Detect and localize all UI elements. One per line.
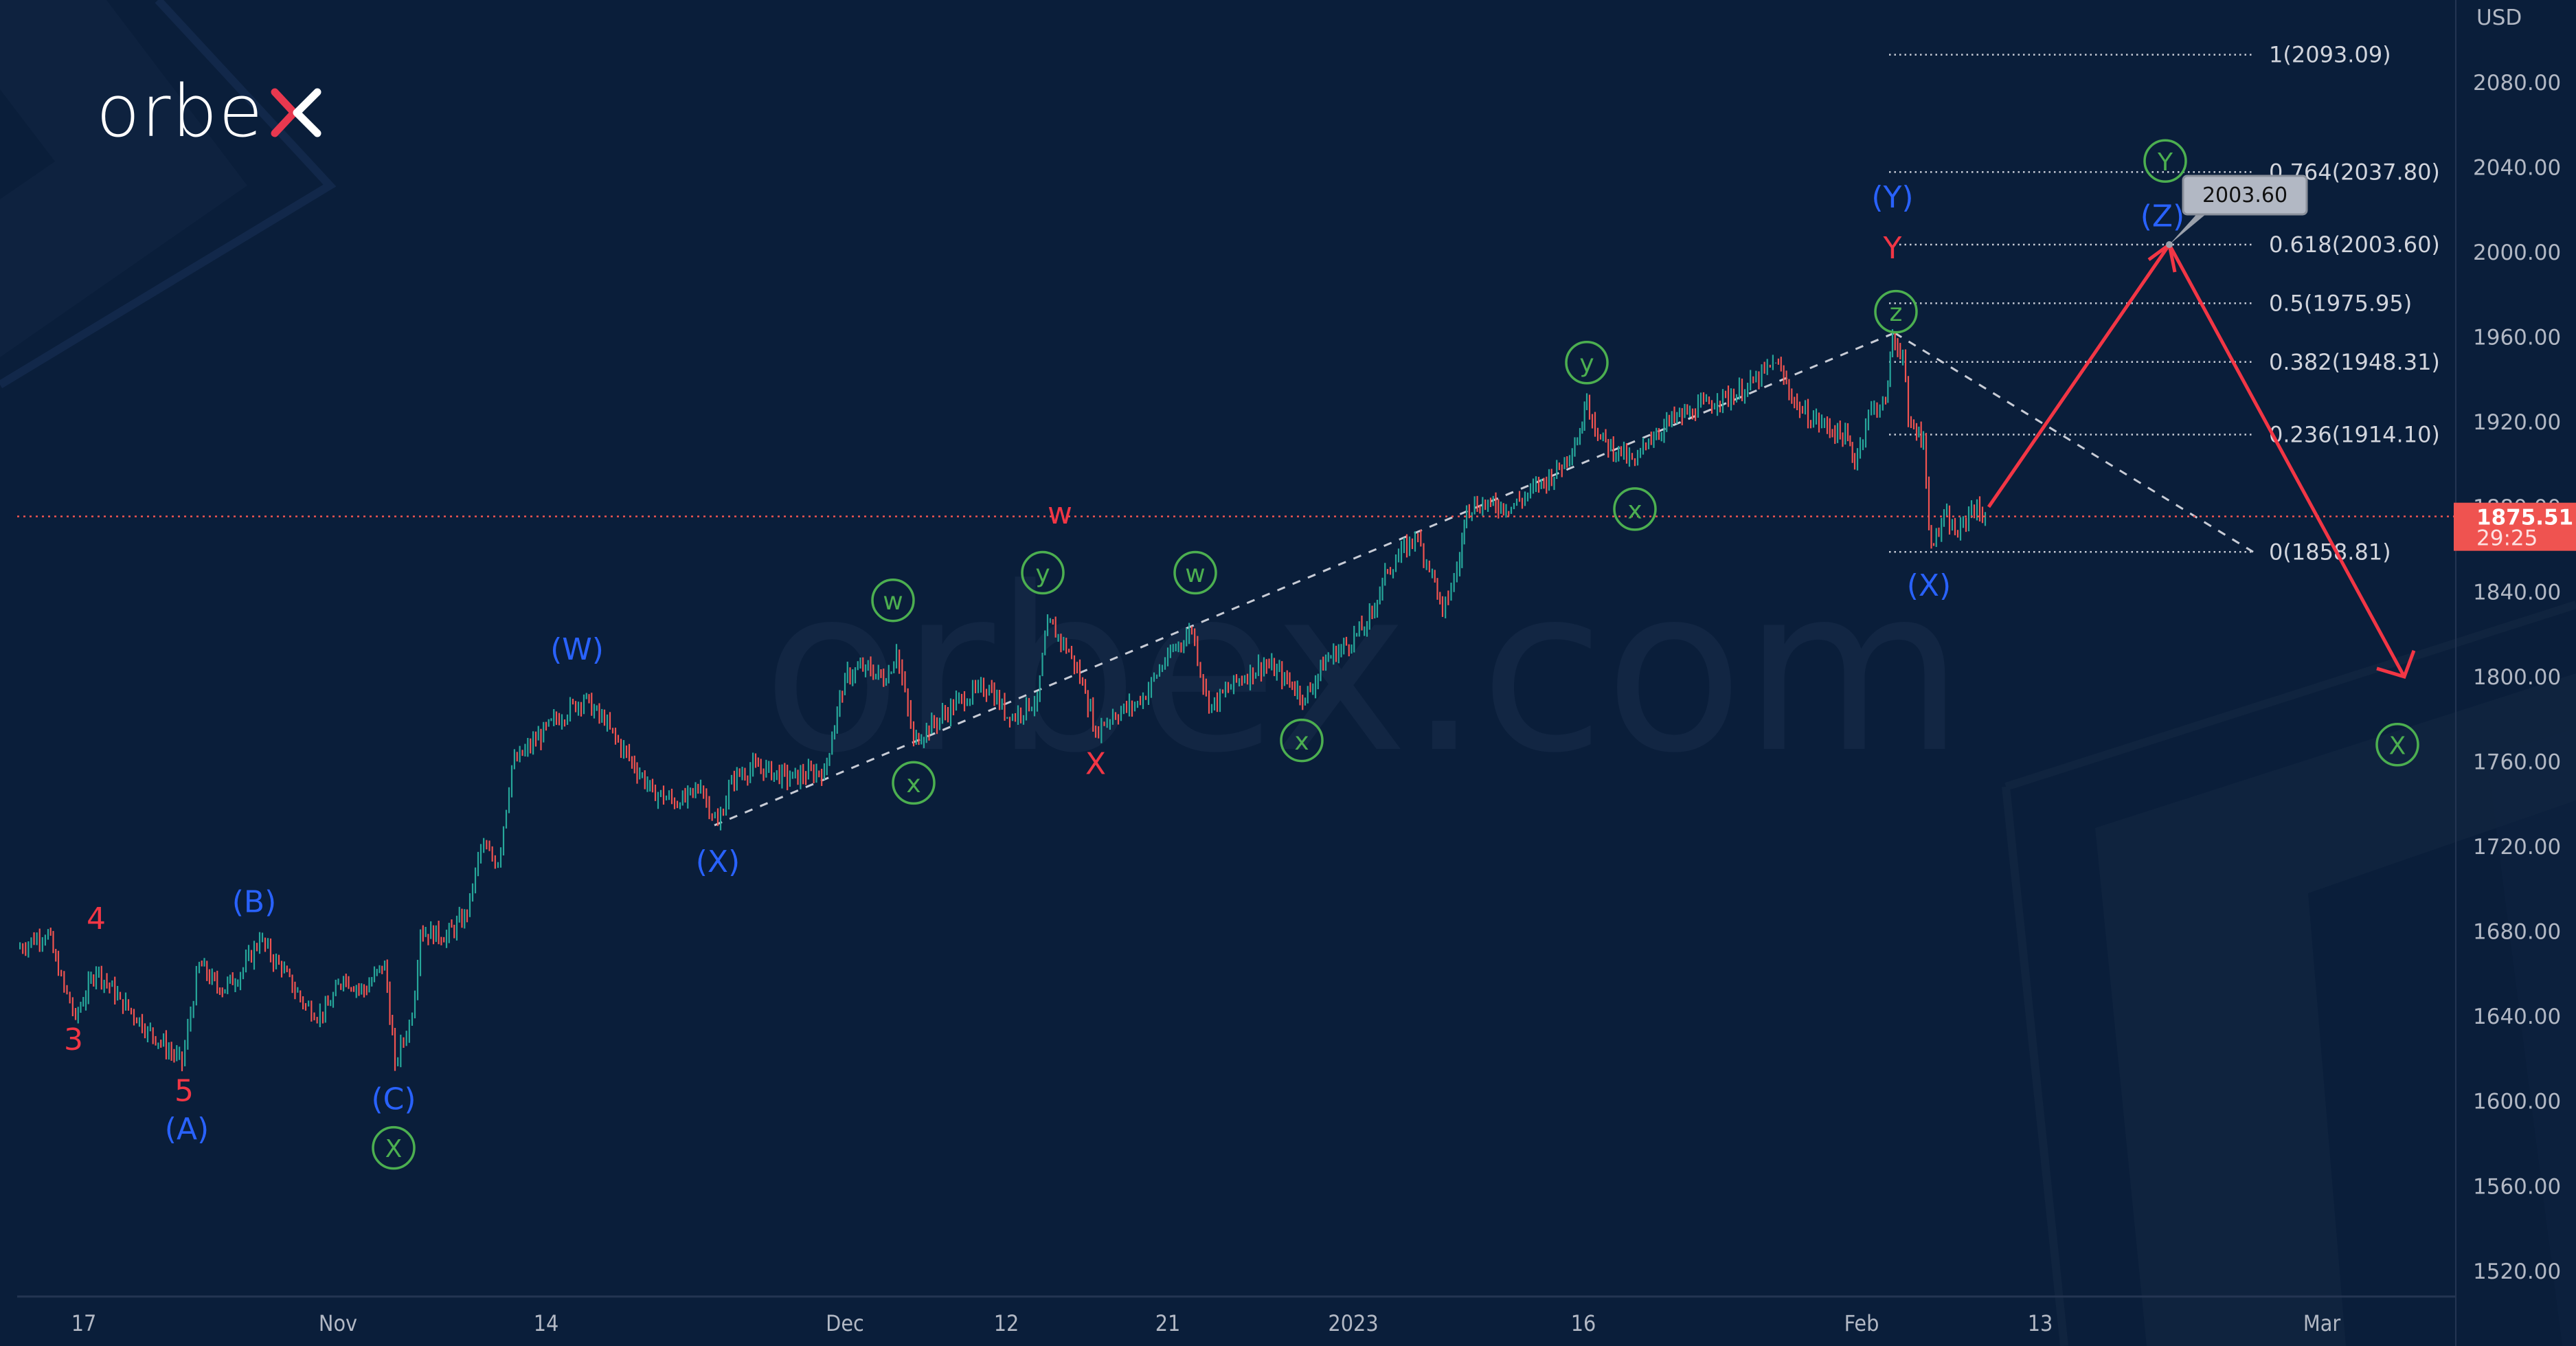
price-tick: 1920.00 bbox=[2473, 410, 2561, 435]
fib-level-label: 0.236(1914.10) bbox=[2269, 421, 2440, 447]
price-tick: 2080.00 bbox=[2473, 71, 2561, 96]
projection-arrows[interactable]: 2003.60 bbox=[1987, 175, 2416, 679]
countdown-timer: 29:25 bbox=[2476, 526, 2538, 551]
callout-pointer bbox=[2169, 210, 2211, 245]
wave-circle bbox=[892, 761, 936, 805]
wave-label: 4 bbox=[87, 901, 106, 936]
wave-circle bbox=[1565, 340, 1609, 385]
time-tick-21: 21 bbox=[1155, 1310, 1181, 1336]
arrow-down-head-icon bbox=[2376, 650, 2416, 679]
price-tick: 1760.00 bbox=[2473, 750, 2561, 774]
price-tick: 1640.00 bbox=[2473, 1005, 2561, 1029]
fib-level-label: 0.382(1948.31) bbox=[2269, 349, 2440, 375]
wave-circle bbox=[372, 1125, 416, 1170]
current-price-tag bbox=[2454, 502, 2576, 551]
wave-label: (X) bbox=[696, 844, 740, 879]
wave-label: w bbox=[1048, 496, 1072, 531]
price-tick: 1560.00 bbox=[2473, 1174, 2561, 1199]
trend-lines bbox=[714, 332, 2254, 827]
wave-label-circled: X bbox=[2389, 732, 2406, 760]
wave-circle bbox=[1021, 550, 1065, 595]
watermark: orbex.com bbox=[762, 539, 1964, 803]
wave-label-circled: w bbox=[883, 587, 903, 616]
price-tick: 1720.00 bbox=[2473, 835, 2561, 860]
price-series bbox=[19, 329, 1987, 1072]
wave-label: (Y) bbox=[1871, 180, 1913, 215]
wave-circle bbox=[1280, 718, 1324, 763]
wave-label-circled: y bbox=[1035, 560, 1050, 588]
wave-label: X bbox=[1085, 747, 1106, 782]
price-tick: 1960.00 bbox=[2473, 326, 2561, 350]
price-tick: 1840.00 bbox=[2473, 580, 2561, 605]
fib-level-label: 1(2093.09) bbox=[2269, 42, 2391, 68]
wave-label-circled: Y bbox=[2157, 148, 2173, 177]
time-tick-2023: 2023 bbox=[1328, 1310, 1378, 1336]
price-tick: 2040.00 bbox=[2473, 156, 2561, 181]
wave-circle bbox=[1874, 289, 1918, 334]
wave-label: (X) bbox=[1907, 568, 1951, 603]
time-tick-17: 17 bbox=[71, 1310, 97, 1336]
price-callout[interactable] bbox=[2182, 175, 2308, 216]
fibonacci-retracement[interactable]: 1(2093.09)0.764(2037.80)0.618(2003.60)0.… bbox=[1889, 42, 2440, 565]
time-tick-dec: Dec bbox=[826, 1310, 864, 1336]
wave-labels: 4 3 5 (A) (B) (C) X (W) (X) w x y w Xw x y x (Y) Yz (X) Y (Z)… bbox=[64, 139, 2419, 1170]
time-tick-12: 12 bbox=[994, 1310, 1019, 1336]
time-tick-mar: Mar bbox=[2303, 1310, 2340, 1336]
fib-level-label: 0.618(2003.60) bbox=[2269, 232, 2440, 258]
wave-circle bbox=[1613, 487, 1657, 531]
wave-label: (C) bbox=[371, 1082, 416, 1117]
time-tick-16: 16 bbox=[1571, 1310, 1596, 1336]
time-axis[interactable]: 17 Nov 14 Dec 12 21 2023 16 Feb 13 Mar bbox=[71, 1310, 2341, 1336]
wave-label-circled: y bbox=[1579, 350, 1594, 378]
wave-circle bbox=[2143, 139, 2187, 183]
price-tick: 1600.00 bbox=[2473, 1090, 2561, 1114]
fib-anchor-line bbox=[1894, 332, 2254, 553]
wave-label-circled: X bbox=[385, 1135, 403, 1163]
price-callout-text: 2003.60 bbox=[2202, 183, 2287, 207]
currency-label: USD bbox=[2476, 5, 2522, 30]
wave-label-circled: x bbox=[1627, 496, 1642, 524]
wave-label-circled: x bbox=[906, 770, 920, 798]
wave-label: 5 bbox=[174, 1073, 194, 1108]
logo-x-icon bbox=[271, 88, 321, 137]
wave-label-circled: w bbox=[1185, 560, 1205, 588]
time-tick-13: 13 bbox=[2028, 1310, 2053, 1336]
logo-text: orbe bbox=[96, 69, 264, 153]
time-tick-14: 14 bbox=[534, 1310, 559, 1336]
price-tick: 2000.00 bbox=[2473, 240, 2561, 265]
price-tick: 1680.00 bbox=[2473, 920, 2561, 945]
current-price-value: 1875.51 bbox=[2476, 506, 2573, 530]
fib-level-label: 0.5(1975.95) bbox=[2269, 290, 2412, 316]
wave-label: (A) bbox=[165, 1112, 209, 1147]
price-tick: 1800.00 bbox=[2473, 665, 2561, 690]
wave-label: (B) bbox=[232, 884, 277, 919]
orbex-logo: orbe bbox=[96, 69, 321, 153]
time-tick-nov: Nov bbox=[319, 1310, 357, 1336]
wave-label: (Z) bbox=[2140, 199, 2184, 234]
price-tick: 1520.00 bbox=[2473, 1259, 2561, 1284]
wave-label-circled: z bbox=[1890, 299, 1903, 327]
price-axis[interactable]: USD 2080.00 2040.00 2000.00 1960.00 1920.00 18… bbox=[2454, 5, 2576, 1284]
wave-circle bbox=[871, 578, 915, 622]
time-tick-feb: Feb bbox=[1844, 1310, 1879, 1336]
wave-circle bbox=[2375, 723, 2419, 767]
wave-circle bbox=[1173, 550, 1217, 595]
wave-label: 3 bbox=[64, 1022, 83, 1057]
wave-label: (W) bbox=[550, 632, 604, 667]
wave-label: Y bbox=[1883, 231, 1902, 266]
wave-label-circled: x bbox=[1294, 728, 1309, 756]
